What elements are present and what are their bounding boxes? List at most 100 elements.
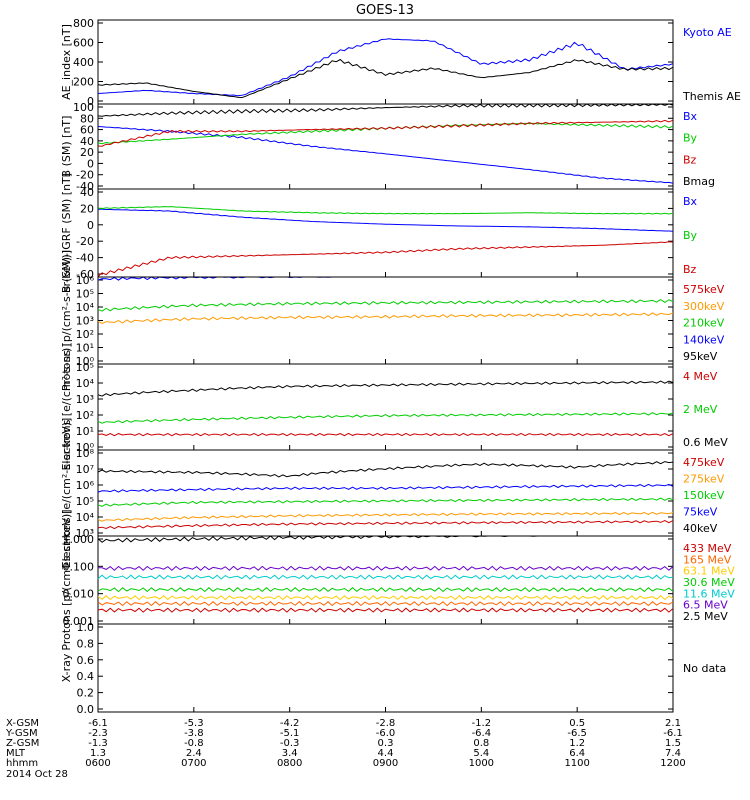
y-tick-label: 0: [87, 95, 94, 108]
y-tick-label: 10⁶: [76, 274, 95, 287]
panel-frame: [97, 276, 674, 365]
legend-label: Bz: [683, 153, 697, 166]
y-tick-label: 600: [73, 37, 94, 50]
footer-value: -6.1: [88, 718, 108, 729]
y-tick-label: 0: [87, 157, 94, 170]
footer-value: 7.4: [665, 748, 681, 759]
series-line-2: [97, 595, 674, 601]
y-tick-label: 10⁷: [76, 463, 94, 476]
y-tick-label: 10¹: [76, 425, 94, 438]
footer-value: 0700: [181, 758, 206, 769]
y-tick-label: 10³: [76, 315, 94, 328]
y-tick-label: -20: [76, 169, 94, 182]
legend-label: 210keV: [683, 317, 725, 330]
y-tick-label: 10⁵: [76, 288, 94, 301]
y-tick-label: 10⁴: [76, 511, 95, 524]
footer-date: 2014 Oct 28: [6, 769, 68, 780]
y-tick-label: 10⁵: [76, 361, 94, 374]
legend-label: 6.5 MeV: [683, 599, 728, 612]
footer-value: 1.2: [569, 738, 585, 749]
y-tick-label: 40: [80, 186, 94, 199]
series-line-0: [97, 126, 674, 184]
panel-2: 40 20 0 -20 -40 -60B (SM)-IGRF (SM) [nT] Bx By B…: [60, 173, 698, 293]
y-tick-label: 0.4: [77, 670, 95, 683]
series-line-2: [97, 241, 674, 277]
footer-value: -5.1: [280, 728, 300, 739]
footer-value: -1.2: [472, 718, 492, 729]
footer-row-label: MLT: [6, 748, 26, 759]
y-tick-label: 0.8: [77, 637, 95, 650]
footer-row-label: Z-GSM: [6, 738, 39, 749]
legend-label: 2.5 MeV: [683, 610, 728, 623]
y-tick-label: 1.000: [63, 533, 95, 546]
footer-value: 1.5: [665, 738, 681, 749]
footer-value: -6.1: [663, 728, 683, 739]
y-tick-label: 0: [87, 219, 94, 232]
legend-label: 433 MeV: [683, 542, 732, 555]
footer-row-label: Y-GSM: [5, 728, 38, 739]
footer-value: 0.5: [569, 718, 585, 729]
legend-label: Kyoto AE: [683, 26, 732, 39]
y-tick-label: 0.100: [63, 560, 95, 573]
y-axis-label: B (SM)-IGRF (SM) [nT]: [60, 173, 73, 293]
y-tick-label: 1.0: [77, 621, 95, 634]
y-tick-label: 0.001: [63, 615, 95, 628]
series-line-6: [97, 535, 673, 543]
footer-value: -3.8: [184, 728, 204, 739]
footer-value: -2.8: [376, 718, 396, 729]
legend-label: 0.6 MeV: [683, 436, 728, 449]
series-line-1: [97, 312, 674, 325]
series-line-4: [97, 574, 674, 580]
y-tick-label: 10⁵: [76, 495, 94, 508]
y-tick-label: -40: [76, 252, 94, 265]
legend-label: Bmag: [683, 175, 715, 188]
y-tick-label: 10²: [76, 409, 94, 422]
footer-value: 0800: [277, 758, 302, 769]
series-line-0: [97, 432, 674, 437]
series-line-3: [97, 587, 674, 593]
footer-value: -6.5: [567, 728, 587, 739]
y-tick-label: 0.0: [77, 703, 95, 716]
legend-label: By: [683, 229, 698, 242]
y-tick-label: 20: [80, 202, 94, 215]
legend-label: By: [683, 132, 698, 145]
legend-label: 30.6 MeV: [683, 576, 735, 589]
legend-label: 575keV: [683, 283, 725, 296]
series-line-2: [97, 299, 674, 312]
y-axis-label: Protons [p/(cm²-s-sr-keV)]: [60, 250, 73, 391]
footer-value: -2.3: [88, 728, 108, 739]
legend-label: Bx: [683, 110, 698, 123]
series-line-0: [97, 607, 674, 613]
legend-label: 2 MeV: [683, 403, 718, 416]
panel-frame: [97, 188, 674, 278]
legend-label: Bz: [683, 263, 697, 276]
footer-value: 2.4: [186, 748, 202, 759]
y-axis-label: Protons [p/(cm²-s-sr-keV)]: [60, 509, 73, 650]
footer-value: 0600: [85, 758, 110, 769]
y-tick-label: 10¹: [76, 342, 94, 355]
no-data-label: No data: [683, 662, 726, 675]
footer-value: 6.4: [569, 748, 585, 759]
y-tick-label: 200: [73, 76, 94, 89]
legend-label: 300keV: [683, 300, 725, 313]
footer-value: 0900: [373, 758, 398, 769]
series-line-0: [97, 519, 674, 530]
footer-value: 2.1: [665, 718, 681, 729]
y-tick-label: 100: [73, 101, 94, 114]
footer-row-label: X-GSM: [6, 718, 39, 729]
footer-value: 0.8: [473, 738, 489, 749]
series-line-1: [97, 511, 674, 522]
footer-value: 1100: [564, 758, 589, 769]
legend-label: 475keV: [683, 456, 725, 469]
legend-label: Themis AE: [682, 90, 741, 103]
footer-value: -0.8: [184, 738, 204, 749]
series-line-1: [97, 58, 674, 99]
series-line-2: [97, 497, 674, 507]
y-tick-label: 10⁴: [76, 377, 95, 390]
footer-value: -6.0: [376, 728, 396, 739]
footer-value: 5.4: [473, 748, 489, 759]
series-line-0: [97, 208, 674, 232]
panel-frame: [97, 19, 674, 105]
